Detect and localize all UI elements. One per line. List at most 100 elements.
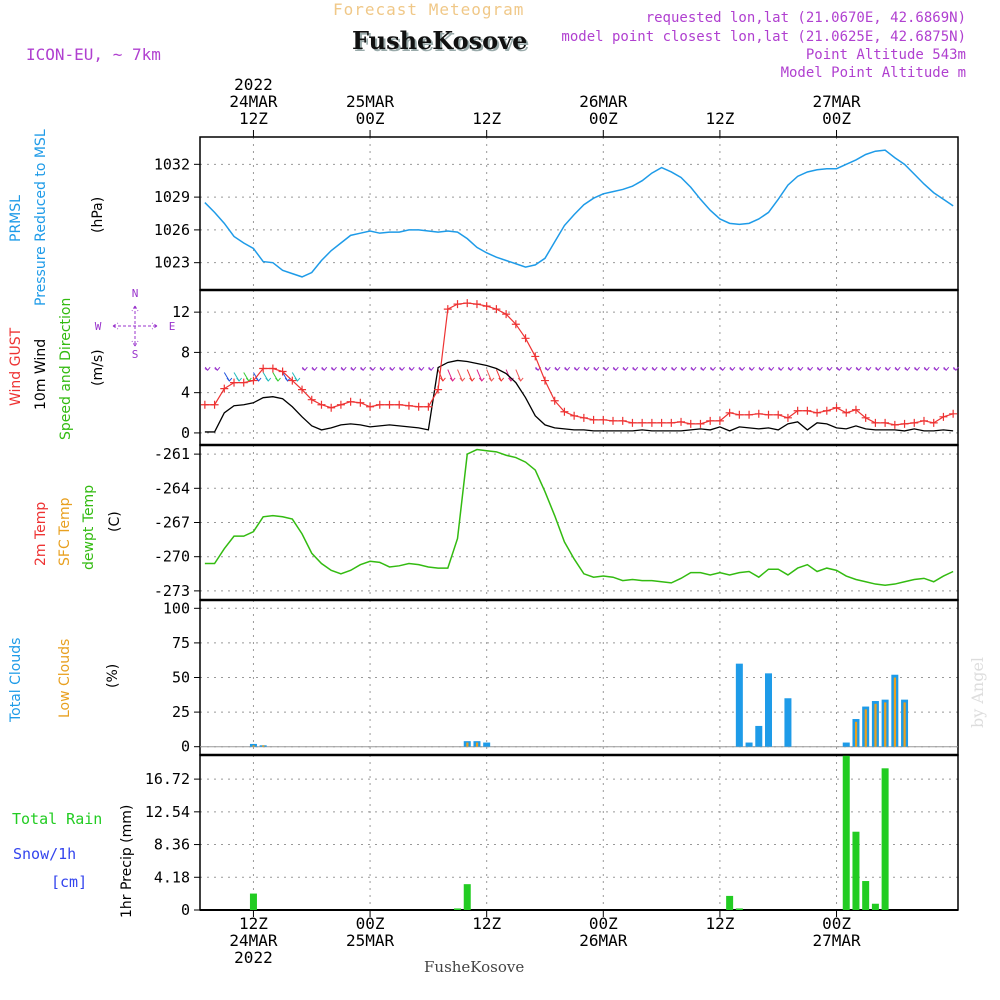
wind-gust-point xyxy=(395,400,404,409)
wind-arrow-head xyxy=(661,366,668,371)
y-tick-label: 12 xyxy=(172,303,190,321)
wind-arrow-head xyxy=(469,377,475,382)
wind-gust-point xyxy=(696,419,705,428)
wind-gust-point xyxy=(200,400,209,409)
wind-gust-point xyxy=(628,418,637,427)
y-tick-label: 1026 xyxy=(154,221,190,239)
wind-gust-point xyxy=(434,385,443,394)
wind-gust-point xyxy=(356,398,365,407)
wind-gust-point xyxy=(793,406,802,415)
wind-direction-arrow xyxy=(495,369,502,382)
pressure-label-prmsl: PRMSL xyxy=(8,195,24,242)
wind-gust-point xyxy=(735,410,744,419)
wind-gust-point xyxy=(502,310,511,319)
wind-arrow-head xyxy=(885,366,891,371)
wind-arrow-head xyxy=(399,366,405,371)
wind-arrow-head xyxy=(428,366,435,371)
top-time-label: 27MAR xyxy=(812,92,861,111)
top-time-label: 00Z xyxy=(356,109,385,128)
wind-gust-point xyxy=(599,415,608,424)
total-clouds-bar xyxy=(755,725,763,747)
wind-direction-arrow xyxy=(447,369,454,382)
wind-gust-point xyxy=(589,415,598,424)
wind-arrow-head xyxy=(498,377,505,382)
low-clouds-bar xyxy=(252,745,255,747)
wind-arrow-head xyxy=(360,366,367,371)
wind-gust-point xyxy=(783,413,792,422)
wind-gust-point xyxy=(851,405,860,414)
wind-gust-point xyxy=(618,416,627,425)
total-clouds-bar xyxy=(765,673,772,747)
top-time-label: 25MAR xyxy=(346,92,395,111)
bottom-time-label: 00Z xyxy=(356,914,385,933)
wind-gust-point xyxy=(424,402,433,411)
wind-direction-arrow xyxy=(476,369,483,382)
y-tick-label: 8 xyxy=(181,343,190,361)
low-clouds-bar xyxy=(903,702,906,747)
top-time-label: 12Z xyxy=(705,109,734,128)
compass-east: E xyxy=(169,320,176,333)
wind-gust-point xyxy=(822,406,831,415)
wind-gust-point xyxy=(492,305,501,314)
low-clouds-bar xyxy=(893,677,897,747)
precip-axis-label: 1hr Precip (mm) xyxy=(119,804,135,918)
wind-arrow-head xyxy=(544,366,551,371)
wind-arrow-head xyxy=(914,366,920,371)
y-tick-label: -264 xyxy=(154,479,190,497)
y-tick-label: 1029 xyxy=(154,188,190,206)
compass-south: S xyxy=(132,348,139,361)
y-tick-label: 0 xyxy=(181,738,190,756)
low-clouds-bar xyxy=(884,702,887,747)
wind-arrow-head xyxy=(284,377,291,382)
total-clouds-bar xyxy=(842,742,850,747)
wind-arrow-head xyxy=(807,366,814,371)
wind-unit: (m/s) xyxy=(90,349,106,386)
snow-unit-legend: [cm] xyxy=(51,873,88,891)
requested-coords: requested lon,lat (21.0670E, 42.6869N) xyxy=(645,10,966,26)
bottom-time-label: 26MAR xyxy=(579,931,628,950)
wind-gust-point xyxy=(609,416,618,425)
wind-gust-point xyxy=(706,416,715,425)
y-tick-label: 75 xyxy=(172,634,190,652)
wind-gust-point xyxy=(414,402,423,411)
wind-gust-point xyxy=(686,419,695,428)
total-clouds-bar xyxy=(483,742,491,747)
wind-gust-point xyxy=(472,300,481,309)
wind-gust-point xyxy=(881,418,890,427)
wind-gust-point xyxy=(511,320,520,329)
y-tick-label: -267 xyxy=(154,514,190,532)
wind-gust-point xyxy=(220,384,229,393)
wind-gust-point xyxy=(715,416,724,425)
top-time-label: 00Z xyxy=(589,109,618,128)
total-clouds-bar xyxy=(784,698,792,747)
y-tick-label: 4 xyxy=(181,384,190,402)
wind-arrow-head xyxy=(865,366,872,371)
low-clouds-bar xyxy=(466,742,469,747)
rain-bar xyxy=(726,895,734,910)
wind-gust-point xyxy=(725,408,734,417)
wind-arrow-head xyxy=(418,366,425,371)
wind-arrow-head xyxy=(690,366,697,371)
author-credit: by Angel xyxy=(968,656,987,728)
rain-bar xyxy=(735,908,743,910)
y-tick-label: 8.36 xyxy=(154,836,190,854)
wind-arrow-head xyxy=(331,366,337,371)
wind-arrow-head xyxy=(836,366,843,371)
wind-direction-label: Speed and Direction xyxy=(58,297,74,440)
y-tick-label: 25 xyxy=(172,703,190,721)
compass-west: W xyxy=(95,320,102,333)
wind-gust-point xyxy=(531,352,540,361)
wind-arrow-head xyxy=(478,377,485,382)
bottom-time-label: 24MAR xyxy=(229,931,278,950)
wind-arrow-head xyxy=(554,366,561,371)
bottom-time-label: 25MAR xyxy=(346,931,395,950)
wind-arrow-head xyxy=(768,366,775,371)
wind-gust-label: Wind GUST xyxy=(8,327,24,406)
rain-bar xyxy=(871,903,879,910)
rain-legend: Total Rain xyxy=(12,810,103,828)
bottom-time-label: 2022 xyxy=(234,948,273,967)
wind-gust-point xyxy=(871,418,880,427)
top-time-label: 24MAR xyxy=(229,92,278,111)
low-clouds-bar xyxy=(874,703,877,747)
